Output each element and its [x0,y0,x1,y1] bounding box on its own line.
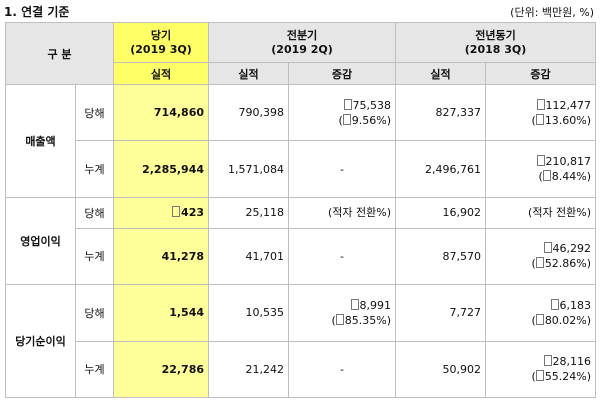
prev-year-actual-header: 실적 [395,62,487,85]
prev-quarter-change: - [288,227,397,286]
change-pct: 52.86%) [544,257,592,271]
prev-year-label: 전년동기 [475,28,516,42]
change-pct: 55.24%) [544,370,592,384]
row-category: 당기순이익 [5,284,76,398]
change-sign-glyph [350,298,359,310]
change-amount: 75,538 [352,98,392,112]
change-sign-glyph [335,313,344,325]
table-row: 영업이익 당해 423 25,118 (적자 전환%) 16,902 (적자 전… [5,196,597,286]
title-bar: 1. 연결 기준 (단위: 백만원, %) [0,0,600,22]
prev-quarter-actual-header: 실적 [208,62,290,85]
change-amount: 8,991 [359,298,392,312]
prev-quarter-change: (적자 전환%) [288,196,397,229]
row-category: 매출액 [5,84,76,198]
prev-year-value: 827,337 [395,83,487,142]
change-sign-glyph [536,98,545,110]
row-type: 누계 [74,140,115,198]
row-type: 당해 [74,284,115,342]
prev-year-change: 6,183 (80.02%) [485,284,597,342]
group-header: 구 분 [4,22,115,85]
change-pct: 13.60%) [544,113,592,127]
row-type: 누계 [74,227,115,286]
prev-quarter-change-header: 증감 [288,62,397,85]
prev-quarter-period: (2019 2Q) [271,42,333,56]
current-value: 2,285,944 [113,140,210,198]
table-row: 누계 41,278 41,701 - 87,570 46,292 (52.86%… [6,227,597,286]
prev-year-change: 46,292 (52.86%) [485,227,597,286]
earnings-table: 구 분 당기 (2019 3Q) 전분기 (2019 2Q) 전년동기 (201… [4,22,597,399]
prev-year-change-header: 증감 [485,62,597,85]
table-row: 누계 2,285,944 1,571,084 - 2,496,761 210,8… [6,140,597,198]
prev-year-value: 87,570 [395,227,487,286]
prev-year-period: (2018 3Q) [464,42,527,56]
change-sign-glyph [343,98,352,110]
prev-year-value: 2,496,761 [395,140,487,198]
change-sign-glyph [535,370,544,382]
change-sign-glyph [543,242,552,254]
row-type: 당해 [74,83,115,142]
prev-quarter-header: 전분기 (2019 2Q) [208,22,397,63]
prev-quarter-change: - [288,340,397,399]
table-row: 누계 22,786 21,242 - 50,902 28,116 (55.24%… [6,340,597,399]
current-actual-header: 실적 [113,62,210,85]
current-period-header: 당기 (2019 3Q) [113,22,210,63]
change-sign-glyph [535,313,544,325]
row-type: 당해 [74,196,115,229]
prev-quarter-value: 21,242 [208,340,290,399]
section-title: 1. 연결 기준 [4,5,70,19]
prev-quarter-label: 전분기 [286,28,318,42]
current-value: 714,860 [113,83,210,142]
change-pct: 9.56%) [351,113,392,127]
current-value-text: 423 [181,206,205,220]
change-amount: 46,292 [552,242,592,256]
table-row: 당기순이익 당해 1,544 10,535 8,991 (85.35%) 7,7… [5,284,597,398]
prev-quarter-change: - [288,140,397,198]
current-period: (2019 3Q) [130,42,192,56]
prev-year-value: 7,727 [395,284,487,342]
change-amount: 210,817 [545,155,592,169]
current-value: 22,786 [113,340,210,399]
change-amount: 28,116 [552,355,592,369]
change-pct: 85.35%) [344,313,392,327]
prev-quarter-value: 41,701 [208,227,290,286]
prev-year-change: (적자 전환%) [485,196,597,229]
prev-year-change: 210,817 (8.44%) [485,140,597,198]
current-value: 1,544 [113,284,210,342]
row-category: 영업이익 [5,196,76,286]
change-sign-glyph [342,113,351,125]
prev-quarter-value: 1,571,084 [208,140,290,198]
prev-quarter-value: 10,535 [208,284,290,342]
prev-year-value: 50,902 [395,340,487,399]
prev-quarter-value: 25,118 [208,196,290,229]
change-sign-glyph [543,355,552,367]
loss-sign-glyph [172,206,181,218]
prev-year-change: 112,477 (13.60%) [485,83,597,142]
change-sign-glyph [536,155,545,167]
prev-year-value: 16,902 [395,196,487,229]
table-row: 매출액 당해 714,860 790,398 75,538 (9.56%) 82… [5,83,597,198]
change-sign-glyph [542,170,551,182]
change-sign-glyph [550,298,559,310]
change-pct: 80.02%) [544,313,592,327]
prev-quarter-value: 790,398 [208,83,290,142]
current-value: 41,278 [113,227,210,286]
change-amount: 112,477 [545,98,592,112]
prev-quarter-change: 8,991 (85.35%) [288,284,397,342]
change-pct: 8.44%) [551,170,592,184]
unit-note: (단위: 백만원, %) [510,6,594,19]
prev-quarter-change: 75,538 (9.56%) [288,83,397,142]
current-value: 423 [113,196,210,229]
current-label: 당기 [150,28,172,42]
change-amount: 6,183 [559,298,592,312]
row-type: 누계 [74,340,115,399]
change-sign-glyph [535,257,544,269]
prev-year-header: 전년동기 (2018 3Q) [395,22,597,63]
change-sign-glyph [535,113,544,125]
prev-year-change: 28,116 (55.24%) [485,340,597,399]
